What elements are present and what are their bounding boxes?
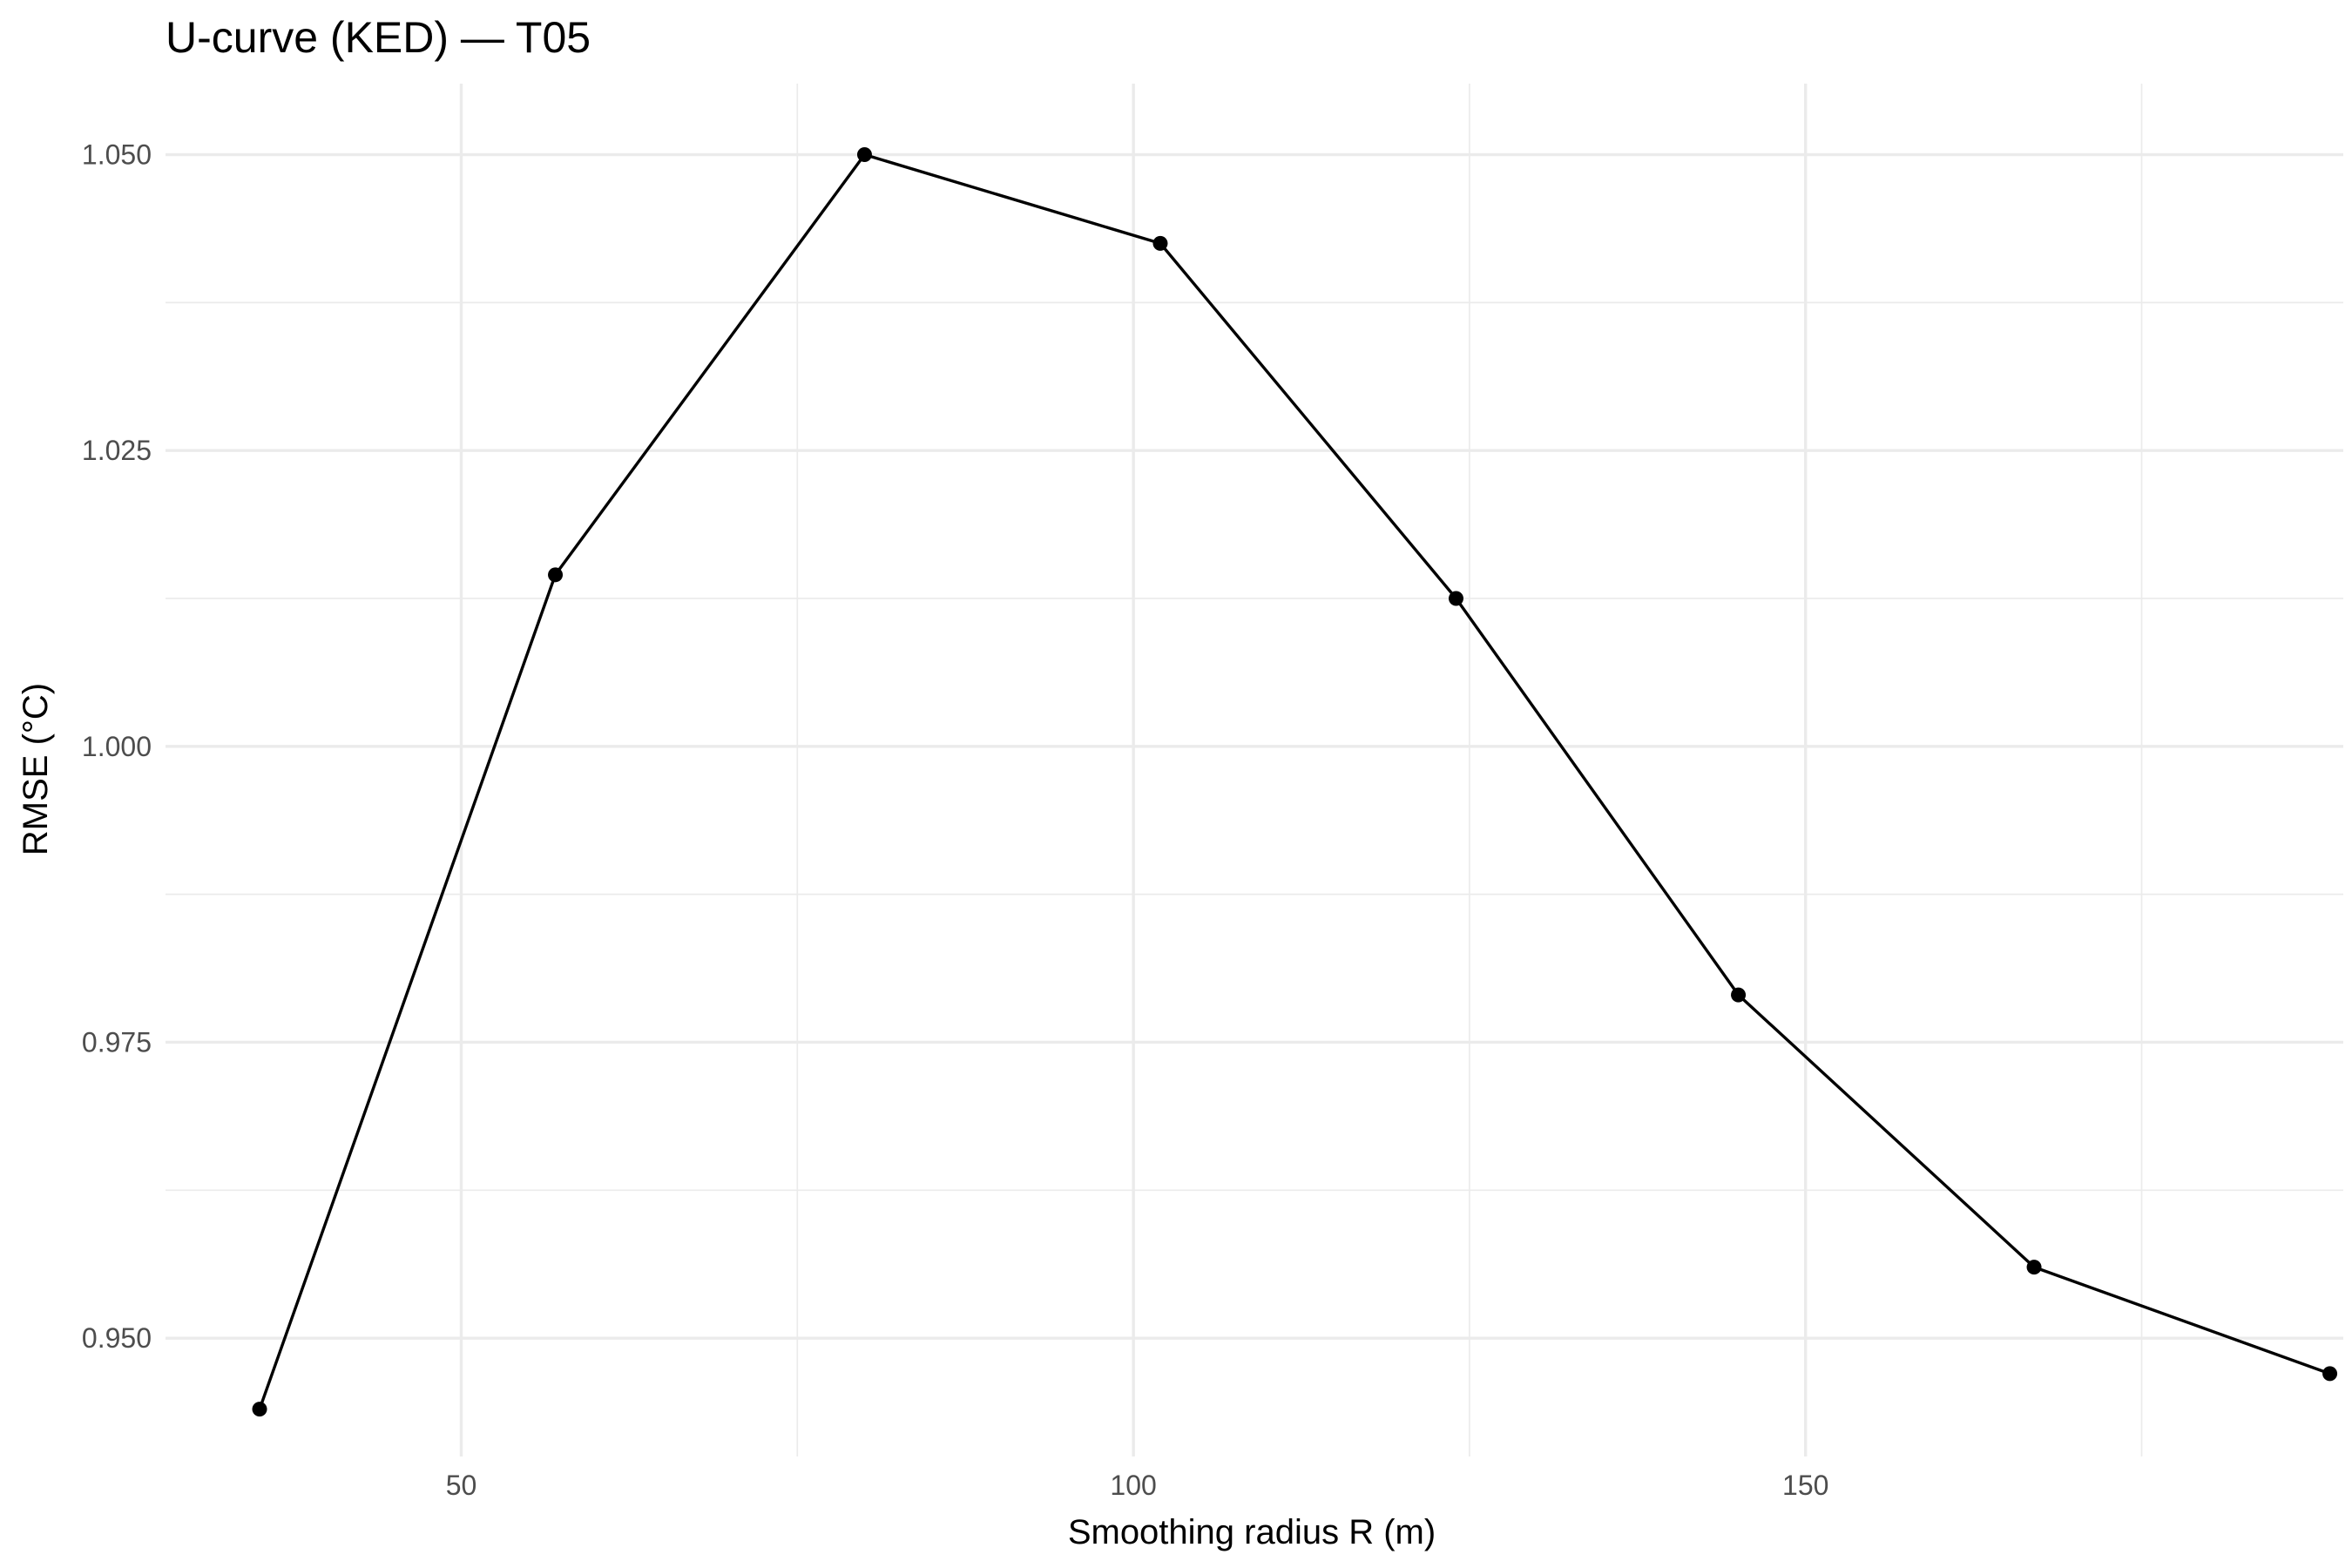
data-point (1448, 591, 1463, 606)
data-point (1731, 987, 1747, 1003)
data-point (548, 567, 564, 583)
y-tick-label: 0.950 (82, 1322, 152, 1354)
series-group (252, 147, 2338, 1417)
data-point (2026, 1260, 2042, 1275)
data-point (1152, 235, 1168, 251)
x-axis-ticks: 50 100 150 (446, 1470, 1829, 1501)
series-line (258, 152, 2331, 1410)
data-point (252, 1402, 267, 1417)
grid (166, 84, 2343, 1456)
y-tick-label: 1.025 (82, 435, 152, 466)
x-tick-label: 100 (1110, 1470, 1156, 1501)
y-tick-label: 0.975 (82, 1026, 152, 1058)
chart-title: U-curve (KED) — T05 (166, 13, 591, 62)
y-axis-ticks: 0.950 0.975 1.000 1.025 1.050 (82, 139, 152, 1355)
y-tick-label: 1.050 (82, 139, 152, 171)
x-axis-title: Smoothing radius R (m) (1068, 1513, 1436, 1551)
y-axis-title: RMSE (°C) (17, 683, 55, 855)
x-tick-label: 50 (446, 1470, 477, 1501)
data-point (2322, 1366, 2338, 1382)
y-tick-label: 1.000 (82, 731, 152, 762)
data-point (856, 147, 872, 163)
x-tick-label: 150 (1782, 1470, 1828, 1501)
